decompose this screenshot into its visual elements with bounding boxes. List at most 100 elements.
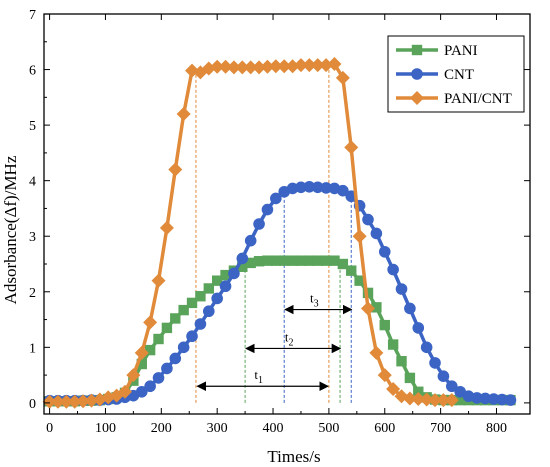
data-point xyxy=(454,394,466,406)
y-tick-label: 6 xyxy=(29,64,36,79)
data-point xyxy=(295,181,307,194)
data-point xyxy=(337,258,349,270)
legend-label: CNT xyxy=(444,67,474,83)
data-point xyxy=(377,368,392,383)
data-point xyxy=(496,393,508,406)
x-tick-label: 0 xyxy=(46,421,53,436)
data-point xyxy=(386,382,401,396)
data-point xyxy=(320,182,332,194)
x-axis-title: Times/s xyxy=(267,447,320,466)
data-point xyxy=(311,181,324,194)
data-point xyxy=(67,394,82,409)
y-tick-label: 4 xyxy=(29,175,36,190)
data-point xyxy=(387,263,399,276)
data-point xyxy=(144,380,156,393)
data-point xyxy=(262,255,273,266)
data-point xyxy=(344,140,359,155)
legend: PANI CNT PANI/CNT xyxy=(387,35,525,113)
data-point xyxy=(161,362,173,375)
data-point xyxy=(395,283,408,295)
data-point xyxy=(134,345,149,360)
data-point xyxy=(253,256,265,267)
data-point xyxy=(362,287,374,299)
data-point xyxy=(354,275,365,286)
data-point xyxy=(169,352,182,365)
data-point xyxy=(379,319,390,331)
data-point xyxy=(244,234,257,247)
data-point xyxy=(404,302,416,315)
data-point xyxy=(220,269,231,281)
data-point xyxy=(252,60,267,75)
data-point xyxy=(310,58,325,73)
data-point xyxy=(253,218,265,230)
data-point xyxy=(277,59,292,74)
data-point xyxy=(295,255,307,266)
data-point xyxy=(429,357,441,369)
series-line xyxy=(49,185,511,403)
data-point xyxy=(436,393,451,408)
data-point xyxy=(369,345,384,360)
data-point xyxy=(420,341,433,354)
data-point xyxy=(370,227,383,240)
data-point xyxy=(261,203,274,216)
data-point xyxy=(411,392,426,406)
data-point xyxy=(236,252,249,265)
y-tick-label: 1 xyxy=(29,341,36,356)
data-point xyxy=(304,255,315,266)
y-tick-label: 2 xyxy=(29,286,36,301)
data-point xyxy=(170,313,181,324)
data-point xyxy=(387,339,399,350)
legend-label: PANI xyxy=(444,43,478,59)
data-point xyxy=(143,315,158,330)
legend-marker xyxy=(411,44,423,56)
data-point xyxy=(177,341,190,354)
data-point xyxy=(168,162,183,177)
data-point xyxy=(428,393,443,408)
data-point xyxy=(413,386,424,397)
data-point xyxy=(361,301,375,316)
data-point xyxy=(243,60,258,75)
data-point xyxy=(211,292,223,305)
data-point xyxy=(293,58,308,73)
data-point xyxy=(153,333,164,345)
data-point xyxy=(218,59,233,74)
data-point xyxy=(320,255,332,266)
data-point xyxy=(260,59,275,74)
data-point xyxy=(176,107,191,121)
data-point xyxy=(118,384,132,399)
data-point xyxy=(203,283,214,294)
x-tick-label: 500 xyxy=(318,421,339,436)
data-point xyxy=(126,368,141,383)
data-point xyxy=(319,58,334,73)
data-point xyxy=(471,392,483,404)
data-point xyxy=(479,392,492,405)
data-point xyxy=(396,356,407,367)
interval-label: t2 xyxy=(285,329,294,348)
series-cnt xyxy=(43,180,517,407)
series-pani-cnt xyxy=(42,57,459,409)
data-point xyxy=(270,255,282,266)
legend-marker xyxy=(410,91,424,105)
data-point xyxy=(186,330,198,343)
data-point xyxy=(402,391,417,406)
interval-label: t3 xyxy=(310,291,319,310)
data-point xyxy=(287,255,298,266)
data-point xyxy=(210,59,225,74)
data-point xyxy=(302,58,317,73)
data-point xyxy=(186,297,198,309)
x-tick-label: 600 xyxy=(374,421,395,436)
plot-frame xyxy=(43,13,531,415)
legend-marker xyxy=(411,68,423,80)
data-point xyxy=(219,280,232,293)
data-point xyxy=(437,370,450,383)
y-tick-label: 5 xyxy=(29,119,36,134)
data-point xyxy=(235,60,250,75)
data-point xyxy=(59,394,74,409)
interval-label: t1 xyxy=(254,367,263,386)
series-line xyxy=(49,62,452,404)
x-tick-label: 200 xyxy=(151,421,172,436)
legend-label: PANI/CNT xyxy=(444,91,512,107)
y-tick-label: 7 xyxy=(29,8,36,23)
data-point xyxy=(194,318,207,330)
data-point xyxy=(327,57,342,71)
